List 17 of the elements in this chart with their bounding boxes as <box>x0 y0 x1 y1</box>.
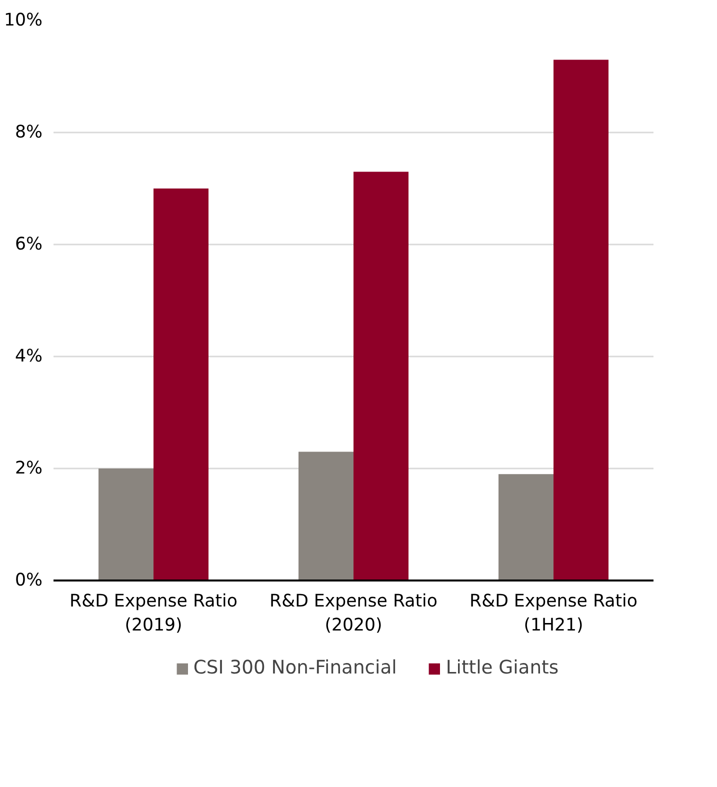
bar <box>154 188 208 580</box>
y-tick-label: 2% <box>15 458 43 478</box>
x-tick-label: R&D Expense Ratio (2019) <box>70 592 238 636</box>
legend-label: Little Giants <box>446 658 559 678</box>
y-tick-label: 0% <box>15 570 43 590</box>
bar <box>554 60 608 580</box>
bar <box>98 468 154 580</box>
y-tick-label: 8% <box>15 122 43 142</box>
bar <box>298 452 354 580</box>
bar <box>498 474 554 580</box>
y-tick-label: 4% <box>15 346 43 366</box>
x-tick-label: R&D Expense Ratio (1H21) <box>470 592 638 636</box>
y-tick-label: 6% <box>15 234 43 254</box>
bar <box>354 172 408 580</box>
legend-label: CSI 300 Non-Financial <box>193 658 397 678</box>
y-tick-label: 10% <box>4 10 42 30</box>
x-tick-label: R&D Expense Ratio (2020) <box>270 592 438 636</box>
